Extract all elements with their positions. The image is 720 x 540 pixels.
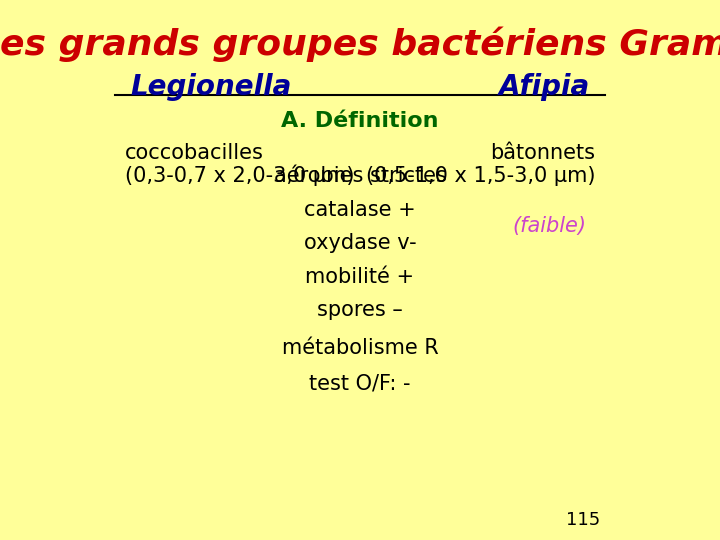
Text: Les grands groupes bactériens Gram-: Les grands groupes bactériens Gram-: [0, 27, 720, 63]
Text: bâtonnets: bâtonnets: [490, 143, 595, 163]
Text: Afipia: Afipia: [499, 73, 590, 101]
Text: A. Définition: A. Définition: [282, 111, 438, 131]
Text: Legionella: Legionella: [130, 73, 292, 101]
Text: oxydase v-: oxydase v-: [304, 233, 416, 253]
Text: 115: 115: [566, 511, 600, 529]
Text: (faible): (faible): [512, 216, 586, 236]
Text: catalase +: catalase +: [304, 200, 416, 220]
Text: test O/F: -: test O/F: -: [310, 374, 410, 394]
Text: coccobacilles: coccobacilles: [125, 143, 264, 163]
Text: aérobies strictes: aérobies strictes: [274, 166, 446, 186]
Text: (0,3-0,7 x 2,0-3,0 μm): (0,3-0,7 x 2,0-3,0 μm): [125, 166, 354, 186]
Text: métabolisme R: métabolisme R: [282, 338, 438, 358]
Text: mobilité +: mobilité +: [305, 267, 415, 287]
Text: spores –: spores –: [317, 300, 403, 320]
Text: (0,5-1,0 x 1,5-3,0 μm): (0,5-1,0 x 1,5-3,0 μm): [366, 166, 595, 186]
